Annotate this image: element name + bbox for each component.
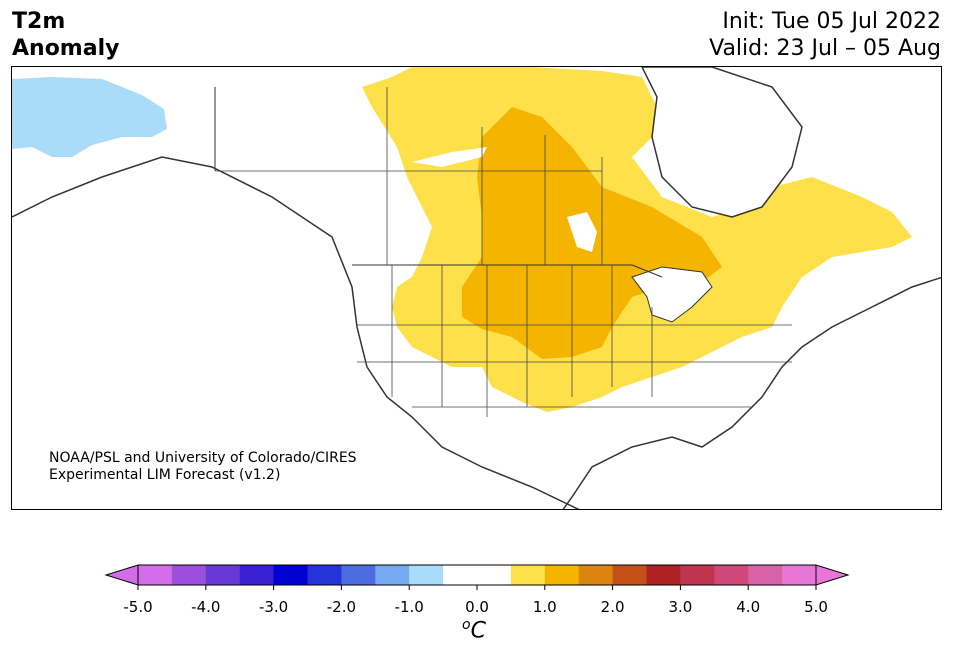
colorbar-cell	[273, 565, 308, 585]
colorbar-cell	[138, 565, 173, 585]
colorbar-cell	[510, 565, 546, 585]
title-subtitle: Anomaly	[12, 36, 120, 61]
colorbar-cell	[341, 565, 376, 585]
colorbar-extend-high	[815, 564, 850, 586]
map-canvas	[12, 67, 941, 509]
border-canada-us	[352, 264, 663, 278]
colorbar-cell	[205, 565, 241, 585]
colorbar-tick-label: -4.0	[191, 598, 221, 616]
valid-range: Valid: 23 Jul – 05 Aug	[709, 36, 941, 61]
colorbar-cell	[171, 565, 207, 585]
title-variable: T2m	[12, 9, 66, 34]
colorbar-tick-label: -1.0	[394, 598, 424, 616]
colorbar-cell	[477, 565, 512, 585]
colorbar-extend-low	[104, 564, 139, 586]
colorbar-tick-label: 2.0	[600, 598, 625, 616]
colorbar-cell	[714, 565, 749, 585]
forecast-dates: Init: Tue 05 Jul 2022 Valid: 23 Jul – 05…	[709, 8, 941, 62]
colorbar-tick-label: 1.0	[532, 598, 557, 616]
colorbar-cell	[612, 565, 647, 585]
colorbar-cell	[748, 565, 783, 585]
colorbar-cell	[680, 565, 715, 585]
admin-boundaries	[215, 87, 792, 417]
colorbar-unit: oC	[462, 617, 486, 643]
colorbar-cell	[578, 565, 614, 585]
colorbar-cell	[544, 565, 580, 585]
colorbar-cell	[307, 565, 342, 585]
unit-degree: o	[462, 617, 471, 633]
colorbar-cell	[375, 565, 410, 585]
forecast-credit: NOAA/PSL and University of Colorado/CIRE…	[49, 450, 357, 484]
colorbar-cell	[409, 565, 444, 585]
lake-athabasca	[412, 147, 487, 167]
colorbar-cells	[138, 565, 817, 585]
init-date: Init: Tue 05 Jul 2022	[722, 9, 941, 34]
coastline-east	[562, 276, 941, 509]
colorbar-tick-label: -3.0	[258, 598, 289, 616]
anomaly-map	[11, 66, 942, 510]
colorbar	[104, 564, 850, 590]
colorbar-cell	[646, 565, 681, 585]
colorbar-cell	[782, 565, 817, 585]
unit-letter: C	[470, 618, 486, 644]
coastline-west	[12, 156, 580, 509]
colorbar-tick-label: -5.0	[123, 598, 153, 616]
colorbar-tick-label: -2.0	[326, 598, 357, 616]
lake-winnipeg	[567, 212, 597, 252]
credit-line-1: NOAA/PSL and University of Colorado/CIRE…	[49, 450, 357, 466]
map-title: T2m Anomaly	[12, 8, 119, 62]
cool-anomaly-alaska	[12, 77, 167, 157]
colorbar-tick-label: 3.0	[668, 598, 693, 616]
colorbar-cell	[239, 565, 275, 585]
colorbar-tick-label: 0.0	[465, 598, 489, 616]
colorbar-cell	[443, 565, 478, 585]
colorbar-tick-label: 5.0	[804, 598, 828, 616]
colorbar-tick-label: 4.0	[736, 598, 761, 616]
colorbar-tick-marks	[137, 585, 817, 590]
credit-line-2: Experimental LIM Forecast (v1.2)	[49, 467, 281, 483]
hudson-bay	[641, 67, 803, 218]
